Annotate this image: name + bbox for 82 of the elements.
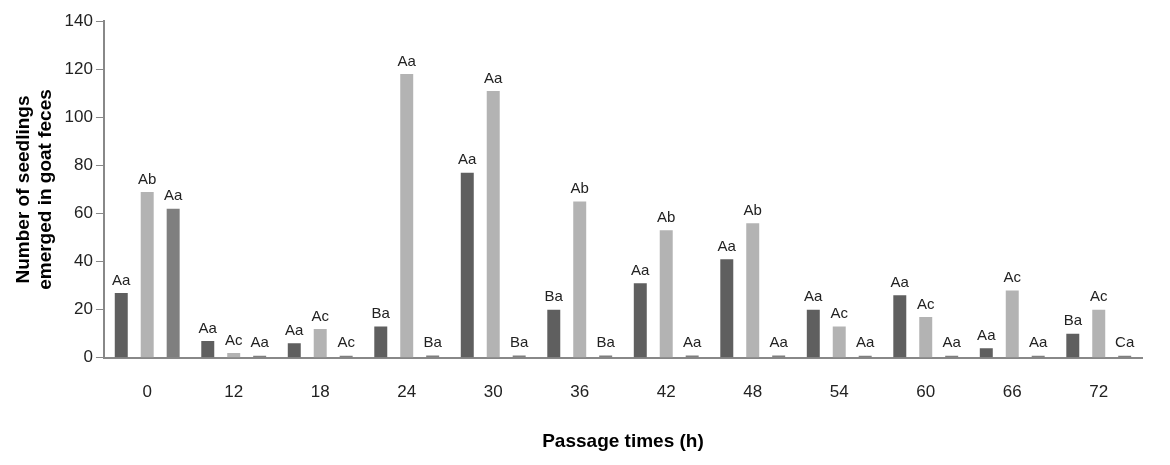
- bar: [486, 90, 500, 358]
- bar: [919, 316, 933, 358]
- bar: [806, 309, 820, 358]
- data-label: Aa: [804, 287, 824, 305]
- x-tick-label: 24: [397, 381, 417, 401]
- data-label: Aa: [631, 260, 651, 278]
- data-label: Aa: [250, 333, 270, 351]
- x-tick-label: 66: [1002, 381, 1022, 401]
- bar: [201, 340, 215, 358]
- y-tick-label: 20: [74, 299, 93, 319]
- data-label: Ba: [596, 333, 616, 351]
- bar: [720, 259, 734, 358]
- bar: [374, 326, 388, 358]
- bar: [893, 295, 907, 358]
- data-label: Aa: [397, 51, 417, 69]
- bar: [287, 343, 301, 358]
- y-tick-label: 80: [74, 155, 93, 175]
- y-tick-label: 0: [83, 347, 93, 367]
- data-label: Aa: [769, 333, 789, 351]
- y-tick-label: 100: [64, 107, 93, 127]
- data-label: Ab: [743, 200, 762, 218]
- bar: [979, 348, 993, 358]
- data-label: Aa: [198, 318, 218, 336]
- data-label: Aa: [856, 333, 876, 351]
- y-tick-label: 120: [64, 58, 93, 78]
- x-tick-label: 36: [570, 381, 590, 401]
- data-label: Ba: [423, 333, 443, 351]
- data-label: Ac: [916, 294, 935, 312]
- data-label: Ba: [1063, 311, 1083, 329]
- x-tick-label: 60: [916, 381, 936, 401]
- data-label: Aa: [112, 270, 132, 288]
- data-label: Ac: [1003, 268, 1022, 286]
- bar: [832, 326, 846, 358]
- x-tick-label: 12: [224, 381, 244, 401]
- data-label: Ba: [371, 304, 391, 322]
- bar: [140, 191, 154, 358]
- x-tick-label: 18: [310, 381, 330, 401]
- data-label: Aa: [484, 68, 504, 86]
- data-label: Aa: [458, 150, 478, 168]
- bar: [313, 328, 327, 358]
- data-label: Ac: [311, 306, 330, 324]
- y-tick-label: 140: [64, 10, 93, 30]
- x-tick-label: 72: [1089, 381, 1109, 401]
- data-label: Aa: [1029, 333, 1049, 351]
- x-tick-label: 42: [656, 381, 676, 401]
- x-tick-label: 30: [483, 381, 503, 401]
- data-label: Ac: [337, 333, 356, 351]
- y-axis-title: Number of seedlings emerged in goat feces: [11, 89, 56, 290]
- data-label: Aa: [890, 272, 910, 290]
- data-label: Ca: [1115, 333, 1135, 351]
- y-tick-label: 60: [74, 203, 93, 223]
- data-label: Aa: [683, 333, 703, 351]
- x-axis-title: Passage times (h): [542, 429, 704, 451]
- bar: [1092, 309, 1106, 358]
- bar: [227, 352, 241, 358]
- data-label: Aa: [942, 333, 962, 351]
- x-tick-label: 54: [829, 381, 849, 401]
- data-label: Aa: [717, 236, 737, 254]
- bar: [573, 201, 587, 358]
- data-label: Ac: [224, 330, 243, 348]
- data-label: Ab: [657, 208, 676, 226]
- bar: [460, 172, 474, 358]
- data-label: Ab: [570, 179, 589, 197]
- data-label: Aa: [977, 325, 997, 343]
- x-tick-label: 48: [743, 381, 763, 401]
- bar: [659, 230, 673, 358]
- data-label: Aa: [285, 321, 305, 339]
- bar: [400, 74, 414, 358]
- x-tick-label: 0: [142, 381, 152, 401]
- data-label: Ac: [830, 304, 849, 322]
- bar: [1005, 290, 1019, 358]
- data-label: Aa: [163, 186, 183, 204]
- bar: [746, 223, 760, 358]
- data-label: Ba: [510, 333, 529, 351]
- bar: [1066, 333, 1080, 358]
- data-label: Ac: [1089, 287, 1108, 305]
- bar: [547, 309, 561, 358]
- bar: [633, 283, 647, 358]
- y-tick-label: 40: [74, 251, 93, 271]
- data-label: Ba: [544, 287, 564, 305]
- bar: [114, 292, 128, 358]
- data-label: Ab: [138, 169, 157, 187]
